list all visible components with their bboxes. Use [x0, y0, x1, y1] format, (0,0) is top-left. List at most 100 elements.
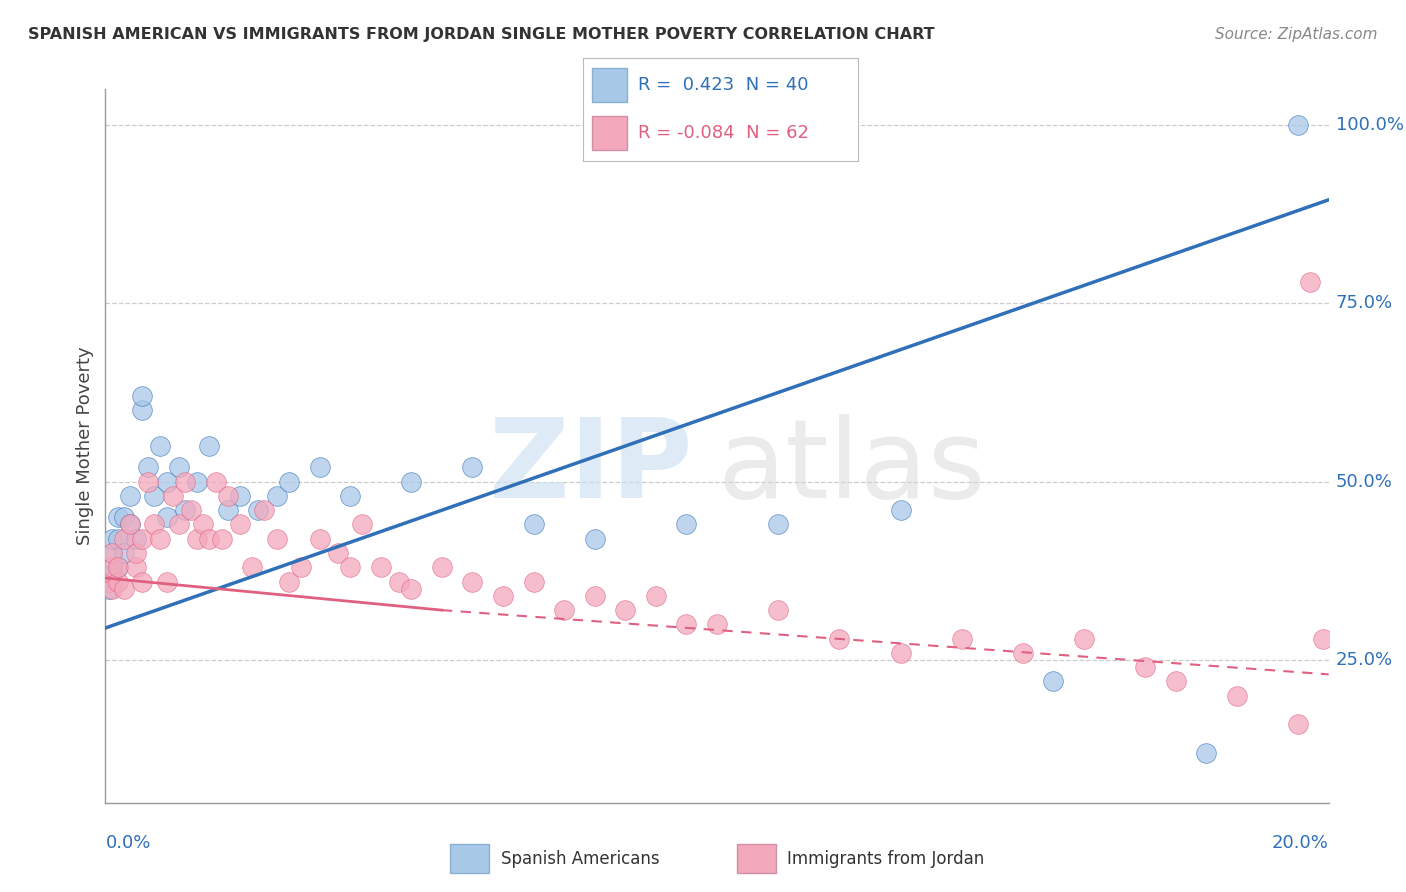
Point [1286, 118, 1309, 132]
Point [290, 560, 312, 574]
Point [266, 489, 288, 503]
Point [107, 574, 129, 589]
Point [277, 574, 299, 589]
Point [523, 574, 546, 589]
Point [1312, 632, 1334, 646]
Point [217, 489, 239, 503]
Text: SPANISH AMERICAN VS IMMIGRANTS FROM JORDAN SINGLE MOTHER POVERTY CORRELATION CHA: SPANISH AMERICAN VS IMMIGRANTS FROM JORD… [28, 27, 935, 42]
Point [229, 489, 252, 503]
Point [100, 532, 122, 546]
Point [131, 389, 153, 403]
Point [186, 532, 208, 546]
Bar [737, 844, 776, 873]
Point [131, 574, 153, 589]
Bar [592, 69, 627, 102]
Text: Immigrants from Jordan: Immigrants from Jordan [787, 849, 984, 868]
Point [143, 489, 166, 503]
Point [430, 560, 453, 574]
Point [675, 617, 697, 632]
Text: atlas: atlas [717, 414, 986, 521]
Point [266, 532, 288, 546]
Point [240, 560, 263, 574]
Point [706, 617, 728, 632]
Point [950, 632, 973, 646]
Text: R =  0.423  N = 40: R = 0.423 N = 40 [638, 76, 808, 95]
Point [180, 503, 202, 517]
Point [125, 560, 148, 574]
Text: ZIP: ZIP [489, 414, 693, 521]
Point [204, 475, 226, 489]
Point [112, 510, 135, 524]
Point [211, 532, 233, 546]
Point [1164, 674, 1187, 689]
Point [107, 510, 129, 524]
Point [112, 532, 135, 546]
Point [167, 460, 190, 475]
Point [118, 517, 141, 532]
Point [308, 460, 330, 475]
Point [523, 517, 546, 532]
Point [352, 517, 374, 532]
Point [186, 475, 208, 489]
Point [97, 582, 120, 596]
Point [131, 532, 153, 546]
Point [149, 439, 172, 453]
Point [768, 517, 790, 532]
Point [388, 574, 411, 589]
Point [339, 560, 361, 574]
Point [149, 532, 172, 546]
Point [100, 567, 122, 582]
Point [155, 475, 177, 489]
Point [136, 475, 159, 489]
Point [399, 582, 422, 596]
Point [461, 460, 484, 475]
Text: Spanish Americans: Spanish Americans [501, 849, 659, 868]
Point [193, 517, 215, 532]
Point [112, 546, 135, 560]
Bar [592, 117, 627, 150]
Point [107, 532, 129, 546]
Point [125, 546, 148, 560]
Point [198, 439, 221, 453]
Point [1133, 660, 1156, 674]
Point [828, 632, 851, 646]
Point [399, 475, 422, 489]
Text: R = -0.084  N = 62: R = -0.084 N = 62 [638, 124, 810, 143]
Point [1042, 674, 1064, 689]
Point [614, 603, 637, 617]
Text: 75.0%: 75.0% [1336, 294, 1393, 312]
Y-axis label: Single Mother Poverty: Single Mother Poverty [76, 347, 94, 545]
Point [198, 532, 221, 546]
Point [107, 560, 129, 574]
Point [174, 475, 197, 489]
Point [461, 574, 484, 589]
Point [162, 489, 184, 503]
Text: 25.0%: 25.0% [1336, 651, 1393, 669]
Point [1073, 632, 1095, 646]
Point [155, 574, 177, 589]
Point [136, 460, 159, 475]
Point [277, 475, 299, 489]
Point [100, 560, 122, 574]
Point [553, 603, 575, 617]
Point [131, 403, 153, 417]
Point [100, 582, 122, 596]
Point [125, 532, 148, 546]
Point [253, 503, 276, 517]
Point [97, 574, 120, 589]
Point [118, 489, 141, 503]
Point [100, 546, 122, 560]
Point [174, 503, 197, 517]
Text: Source: ZipAtlas.com: Source: ZipAtlas.com [1215, 27, 1378, 42]
Point [1011, 646, 1033, 660]
Point [768, 603, 790, 617]
Text: 100.0%: 100.0% [1336, 116, 1403, 134]
Bar [450, 844, 489, 873]
Point [118, 517, 141, 532]
Text: 0.0%: 0.0% [105, 834, 150, 852]
Point [889, 503, 911, 517]
Point [1299, 275, 1322, 289]
Point [247, 503, 270, 517]
Point [644, 589, 666, 603]
Point [326, 546, 349, 560]
